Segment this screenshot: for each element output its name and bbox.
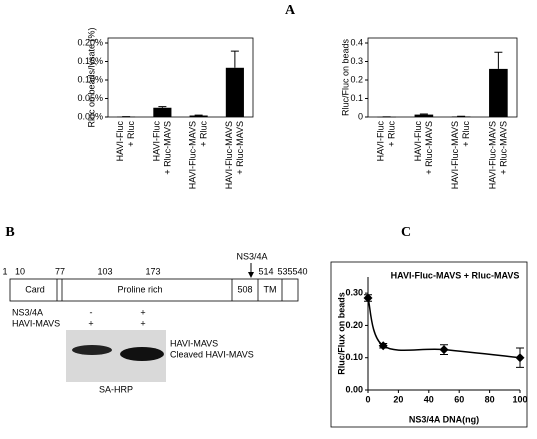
lane-mark: + <box>88 318 93 328</box>
blot-label: SA-HRP <box>99 384 133 394</box>
label-line: + Rluc <box>127 121 137 147</box>
bar <box>414 114 434 117</box>
blot-band <box>72 345 112 355</box>
x-tick-label: 100 <box>512 394 527 404</box>
band-label: HAVI-MAVS <box>170 338 218 348</box>
y-tick-label: 0.2 <box>350 74 363 84</box>
panel-frame <box>330 261 528 428</box>
domain-label: Proline rich <box>117 284 162 294</box>
label-line: + Rluc-MAVS <box>424 121 434 175</box>
panel-label: C <box>401 225 411 240</box>
label-line: + Rluc <box>199 121 209 147</box>
y-tick-label: 0.00 <box>345 384 363 394</box>
label-line: HAVI-Fluc <box>376 121 386 162</box>
lane-row-label: NS3/4A <box>12 307 43 317</box>
x-tick-label: HAVI-Fluc-MAVS+ Rluc-MAVS <box>224 121 245 189</box>
x-axis-label: NS3/4A DNA(ng) <box>409 414 479 424</box>
x-tick-label: HAVI-Fluc-MAVS+ Rluc-MAVS <box>488 121 509 189</box>
label-line: HAVI-Fluc <box>413 121 423 162</box>
lane-mark: + <box>140 318 145 328</box>
position-label: 535 <box>277 266 292 276</box>
y-tick-label: 0.30 <box>345 288 363 298</box>
position-label: 10 <box>15 266 25 276</box>
y-tick-label: 0.05% <box>77 93 103 103</box>
y-tick-label: 0.4 <box>350 37 363 47</box>
panel-label: A <box>285 3 296 18</box>
band-label: Cleaved HAVI-MAVS <box>170 349 254 359</box>
error-bar <box>230 50 239 68</box>
line <box>367 297 521 359</box>
position-label: 103 <box>97 266 112 276</box>
error-bar <box>158 106 167 108</box>
lane-mark: - <box>90 307 93 317</box>
position-label: 540 <box>292 266 307 276</box>
marker <box>378 341 388 351</box>
label-line: + Rluc-MAVS <box>163 121 173 175</box>
y-axis-label: Rluc/Flux on beads <box>336 292 346 375</box>
position-label: 77 <box>55 266 65 276</box>
label-line: HAVI-Fluc <box>152 121 162 162</box>
position-label: 508 <box>237 284 252 294</box>
y-tick-label: 0.15% <box>77 56 103 66</box>
bar <box>225 67 244 117</box>
label-line: + Rluc <box>462 121 472 147</box>
x-tick-label: HAVI-Fluc-MAVS+ Rluc <box>451 121 472 190</box>
x-tick-label: 80 <box>485 394 495 404</box>
cleavage-arrowhead <box>248 272 254 278</box>
bar <box>153 107 172 117</box>
x-tick-label: HAVI-Fluc-MAVS+ Rluc <box>188 121 209 190</box>
y-tick-label: 0.20 <box>345 320 363 330</box>
y-tick-label: 0.20% <box>77 37 103 47</box>
y-tick-label: 0 <box>358 111 363 121</box>
y-tick-label: 0.1 <box>350 93 363 103</box>
blot-band <box>120 347 164 361</box>
marker <box>439 345 449 355</box>
label-line: HAVI-Fluc-MAVS <box>451 121 461 189</box>
error-bar <box>494 51 503 69</box>
chart-title: HAVI-Fluc-MAVS + Rluc-MAVS <box>391 270 520 280</box>
bar <box>189 115 208 117</box>
y-tick-label: 0.3 <box>350 56 363 66</box>
plot-frame <box>367 37 518 118</box>
x-tick-label: HAVI-Fluc+ Rluc-MAVS <box>413 121 434 175</box>
domain-label: Card <box>25 284 45 294</box>
domain-diagram: NS3/4A Card Proline rich TM 508 HAVI-MAV… <box>9 251 299 394</box>
domain-label: TM <box>264 284 277 294</box>
lane-row-label: HAVI-MAVS <box>12 318 60 328</box>
panel-label: B <box>5 225 14 240</box>
x-tick-label: 40 <box>424 394 434 404</box>
label-line: + Rluc-MAVS <box>499 121 509 175</box>
error-bar <box>419 113 428 115</box>
label-line: + Rluc-MAVS <box>235 121 245 175</box>
x-tick-label: 20 <box>393 394 403 404</box>
x-tick-label: HAVI-Fluc+ Rluc <box>116 121 137 162</box>
lane-mark: + <box>140 307 145 317</box>
x-tick-label: 60 <box>454 394 464 404</box>
position-label: 1 <box>2 266 7 276</box>
bar <box>489 68 508 117</box>
protein-bar <box>9 278 299 302</box>
y-tick-label: 0.10 <box>345 352 363 362</box>
label-line: HAVI-Fluc-MAVS <box>488 121 498 189</box>
plot-frame <box>107 37 254 118</box>
x-tick-label: 0 <box>365 394 370 404</box>
label-line: HAVI-Fluc-MAVS <box>188 121 198 189</box>
label-line: + Rluc <box>387 121 397 147</box>
x-tick-label: HAVI-Fluc+ Rluc <box>376 121 397 162</box>
label-line: HAVI-Fluc-MAVS <box>224 121 234 189</box>
position-label: 514 <box>258 266 273 276</box>
x-tick-label: HAVI-Fluc+ Rluc-MAVS <box>152 121 173 175</box>
y-axis-label: Rluc on beads/lysate (%) <box>86 27 96 127</box>
label-line: HAVI-Fluc <box>116 121 126 162</box>
y-tick-label: 0.10% <box>77 74 103 84</box>
marker <box>515 353 525 363</box>
y-tick-label: 0.00% <box>77 111 103 121</box>
marker <box>363 293 373 303</box>
y-axis-label: Rluc/Fluc on beads <box>340 38 350 116</box>
position-label: 173 <box>145 266 160 276</box>
cleavage-label: NS3/4A <box>236 251 267 261</box>
